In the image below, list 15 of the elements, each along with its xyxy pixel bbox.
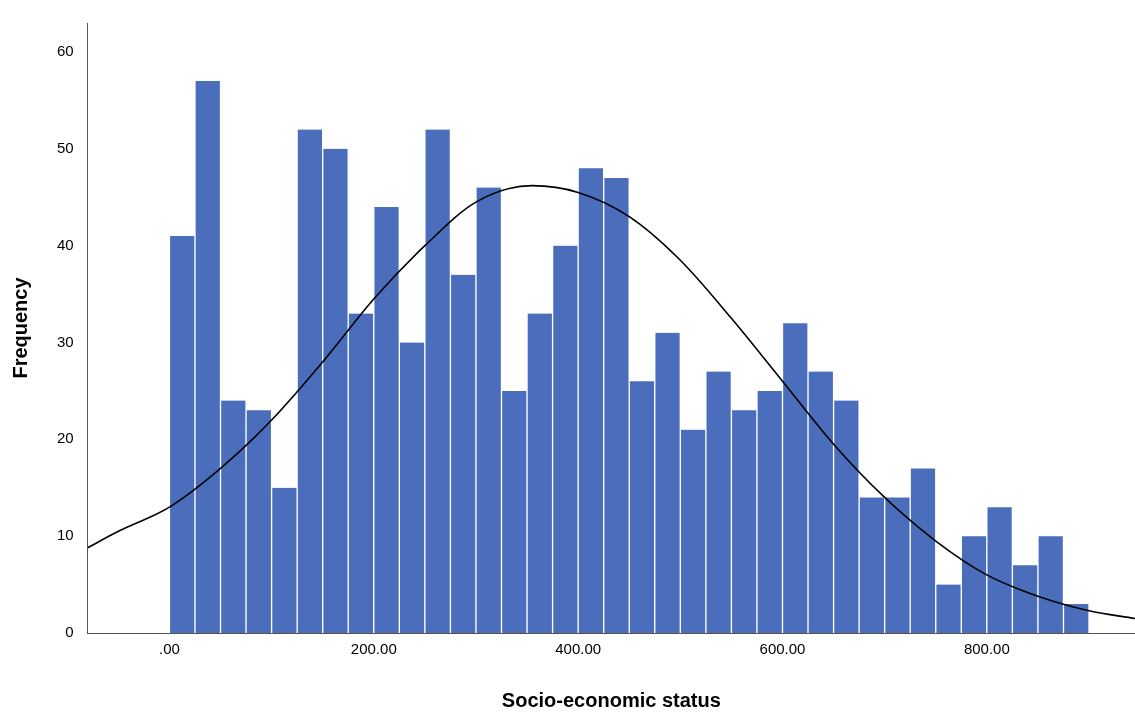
x-tick-label: .00 (159, 640, 180, 658)
y-tick-label: 0 (65, 623, 74, 641)
y-tick-label: 10 (57, 526, 74, 544)
y-tick-label: 60 (57, 42, 74, 60)
y-axis-title: Frequency (8, 276, 31, 379)
line-series (87, 184, 1135, 620)
y-tick-label: 50 (57, 139, 74, 157)
x-axis-title: Socio-economic status (501, 688, 721, 711)
x-tick-label: 200.00 (350, 640, 397, 658)
x-tick-label: 800.00 (963, 640, 1010, 658)
y-tick-label: 40 (57, 235, 74, 253)
y-tick-label: 20 (57, 429, 74, 447)
x-tick-label: 600.00 (759, 640, 806, 658)
y-tick-label: 30 (57, 332, 74, 350)
x-tick-label: 400.00 (555, 640, 602, 658)
